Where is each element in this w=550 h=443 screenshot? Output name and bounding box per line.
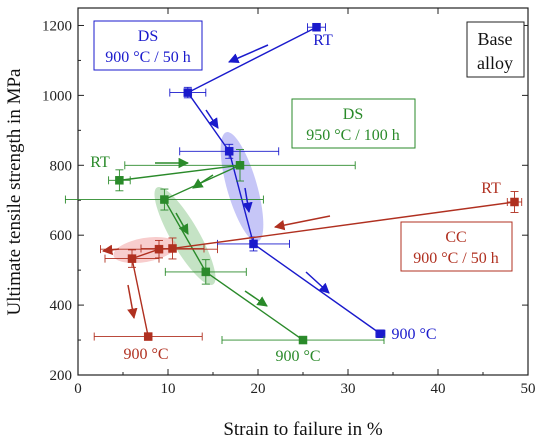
- point-ds900-2: [224, 147, 234, 156]
- label-ds900-900: 900 °C: [391, 326, 436, 343]
- label-cc900-900: 900 °C: [123, 346, 168, 363]
- arrow-ds900-2: [205, 109, 219, 129]
- x-axis-label: Strain to failure in %: [223, 419, 383, 440]
- point-ds950-1: [235, 161, 245, 170]
- arrow-ds950-2: [192, 174, 214, 189]
- point-ds950-2: [160, 195, 169, 204]
- x-tick-label-20: 20: [251, 381, 266, 397]
- box-cc900: CC 900 °C / 50 h: [400, 221, 513, 272]
- point-ds950-0: [115, 176, 124, 185]
- box-base-alloy: Base alloy: [466, 21, 525, 78]
- box-ds950-line2: 950 °C / 100 h: [306, 127, 400, 144]
- x-tick-label-10: 10: [161, 381, 176, 397]
- y-tick-label-1000: 1000: [42, 88, 72, 104]
- label-ds950-rt: RT: [90, 154, 110, 171]
- point-ds950-4: [298, 335, 308, 345]
- label-ds950-900: 900 °C: [275, 348, 320, 365]
- arrow-cc900-2: [101, 244, 120, 256]
- series-ds950: [64, 149, 385, 345]
- y-axis: 200 400 600 800 1000 1200: [42, 18, 528, 384]
- box-cc900-line1: CC: [445, 229, 466, 246]
- y-tick-label-200: 200: [50, 368, 73, 384]
- point-cc900-2: [154, 244, 164, 254]
- arrow-ds950-3: [175, 212, 189, 235]
- x-tick-label-30: 30: [341, 381, 356, 397]
- base-alloy-line2: alloy: [477, 53, 513, 73]
- box-ds900-line2: 900 °C / 50 h: [105, 49, 191, 66]
- base-alloy-line1: Base: [478, 29, 513, 49]
- point-cc900-4: [143, 332, 153, 341]
- y-tick-label-1200: 1200: [42, 18, 72, 34]
- box-cc900-line2: 900 °C / 50 h: [413, 250, 499, 267]
- errorbar-ds950-0: [108, 169, 131, 192]
- x-tick-label-0: 0: [74, 381, 82, 397]
- direction-arrows: [101, 44, 331, 320]
- point-ds900-4: [376, 329, 385, 339]
- point-ds900-0: [312, 22, 321, 32]
- y-tick-label-400: 400: [50, 298, 73, 314]
- point-ds900-1: [183, 88, 193, 97]
- point-cc900-0: [510, 197, 519, 207]
- arrow-ds900-3: [242, 187, 253, 214]
- ellipse-ds900: [220, 132, 264, 242]
- label-ds900-rt: RT: [313, 32, 333, 49]
- y-tick-label-600: 600: [50, 228, 73, 244]
- line-ds900: [186, 26, 381, 335]
- point-ds900-3: [249, 239, 258, 249]
- series-cc900: [93, 191, 523, 341]
- arrow-cc900-1: [273, 215, 331, 231]
- point-cc900-3: [127, 254, 137, 263]
- x-tick-label-40: 40: [431, 381, 446, 397]
- box-ds950: DS 950 °C / 100 h: [291, 98, 416, 149]
- box-ds950-line1: DS: [343, 106, 363, 123]
- point-cc900-1: [168, 244, 177, 253]
- label-cc900-rt: RT: [481, 180, 501, 197]
- point-ds950-3: [201, 267, 211, 277]
- arrow-cc900-3: [127, 284, 138, 320]
- series-ds900: [169, 22, 386, 339]
- series-layer: [64, 22, 523, 345]
- arrow-ds950-4: [244, 290, 268, 307]
- box-ds900: DS 900 °C / 50 h: [93, 20, 203, 71]
- x-tick-label-50: 50: [521, 381, 536, 397]
- arrow-ds900-4: [305, 271, 330, 294]
- arrow-ds900-1: [228, 44, 269, 64]
- y-tick-label-800: 800: [50, 158, 73, 174]
- x-axis: 0 10 20 30 40 50: [74, 8, 536, 397]
- y-axis-label: Ultimate tensile strength in MPa: [4, 68, 25, 316]
- box-ds900-line1: DS: [138, 28, 158, 45]
